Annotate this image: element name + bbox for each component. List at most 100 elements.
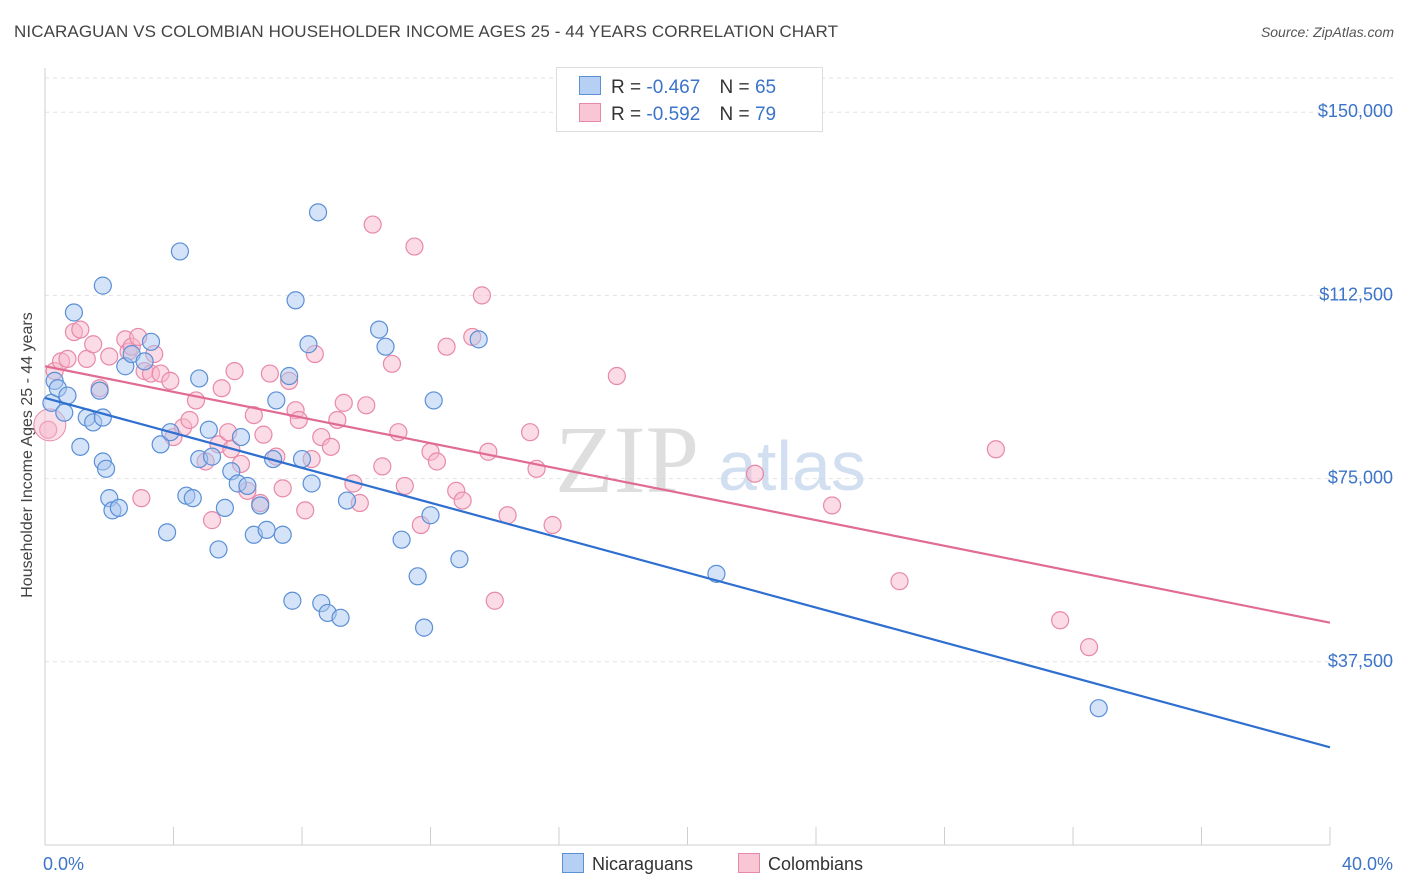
nicaraguans-point bbox=[55, 403, 74, 422]
colombians-point bbox=[890, 572, 909, 591]
nicaraguans-point bbox=[280, 366, 299, 386]
nicaraguans-legend-swatch bbox=[562, 853, 584, 873]
nicaraguans-point bbox=[96, 459, 116, 478]
colombians-point bbox=[479, 442, 498, 461]
nicaraguans-point bbox=[1089, 699, 1108, 718]
colombians-legend-label: Colombians bbox=[768, 854, 864, 874]
r-value-colombians: -0.592 bbox=[646, 104, 701, 125]
colombians-point bbox=[543, 515, 562, 535]
n-value-nicaraguans: 65 bbox=[754, 77, 777, 98]
nicaraguans-point bbox=[408, 567, 427, 586]
colombians-point bbox=[71, 320, 90, 339]
colombians-point bbox=[180, 410, 199, 430]
colombians-point bbox=[485, 591, 504, 610]
colombians-point bbox=[260, 364, 279, 383]
n-label: N = bbox=[719, 104, 750, 125]
r-value-nicaraguans: -0.467 bbox=[646, 77, 701, 98]
tick-labels: $37,500 $75,000 $112,500 $150,000 0.0% 40.0% bbox=[43, 101, 1393, 874]
nicaraguans-point bbox=[141, 332, 161, 351]
nicaraguans-point bbox=[450, 550, 469, 569]
nicaraguans-point bbox=[231, 427, 251, 447]
y-tick-label: $37,500 bbox=[1328, 651, 1393, 671]
colombians-point bbox=[607, 366, 626, 386]
x-tick-label: 0.0% bbox=[43, 854, 84, 874]
r-label: R = bbox=[611, 77, 642, 98]
nicaraguans-point bbox=[93, 276, 112, 295]
nicaraguans-point bbox=[215, 498, 234, 518]
trend-lines bbox=[44, 365, 1331, 749]
x-tick-label: 40.0% bbox=[1342, 854, 1393, 874]
n-label: N = bbox=[719, 77, 750, 98]
legend-item-colombians: Colombians bbox=[738, 853, 863, 875]
colombians-point bbox=[395, 476, 414, 496]
nicaraguans-point bbox=[707, 564, 726, 583]
nicaraguans-point bbox=[469, 330, 488, 349]
colombians-point bbox=[986, 440, 1006, 459]
legend-row-colombians: R = -0.592 N = 79 bbox=[579, 103, 776, 126]
colombians-point bbox=[334, 393, 353, 412]
colombians-point bbox=[1079, 638, 1099, 657]
nicaraguans-point bbox=[292, 449, 312, 469]
colombians-point bbox=[202, 511, 222, 530]
nicaraguans-point bbox=[370, 320, 389, 339]
colombians-point bbox=[273, 479, 292, 498]
watermark-zip: ZIP bbox=[555, 406, 699, 513]
legend-item-nicaraguans: Nicaraguans bbox=[562, 853, 693, 875]
nicaraguans-point bbox=[170, 242, 190, 261]
nicaraguans-point bbox=[251, 496, 270, 515]
nicaraguans-point bbox=[308, 203, 328, 222]
colombians-point bbox=[254, 425, 273, 444]
source-note: Source: ZipAtlas.com bbox=[1260, 24, 1394, 40]
colombians-legend-swatch bbox=[738, 853, 760, 873]
colombians-swatch bbox=[579, 103, 601, 122]
nicaraguans-point bbox=[421, 506, 440, 525]
colombians-point bbox=[225, 362, 244, 381]
colombians-point bbox=[161, 371, 180, 390]
watermark-atlas: atlas bbox=[718, 427, 866, 505]
stats-legend: R = -0.467 N = 65 R = -0.592 N = 79 bbox=[556, 67, 823, 132]
colombians-point bbox=[84, 335, 103, 354]
nicaraguans-point bbox=[414, 618, 434, 637]
colombians-point bbox=[289, 410, 308, 430]
colombians-point bbox=[357, 396, 376, 415]
nicaraguans-trend-line bbox=[44, 396, 1331, 749]
nicaraguans-legend-label: Nicaraguans bbox=[592, 854, 694, 874]
nicaraguans-point bbox=[286, 291, 305, 310]
nicaraguans-point bbox=[392, 530, 411, 549]
nicaraguans-point bbox=[331, 608, 350, 627]
nicaraguans-point bbox=[64, 303, 84, 322]
n-value-colombians: 79 bbox=[754, 104, 777, 125]
colombians-point bbox=[321, 437, 341, 456]
colombians-point bbox=[472, 286, 491, 305]
nicaraguans-point bbox=[302, 474, 321, 493]
nicaraguans-point bbox=[424, 391, 443, 410]
nicaraguans-point bbox=[238, 476, 257, 496]
axes bbox=[44, 68, 1331, 846]
nicaraguans-point bbox=[157, 523, 177, 542]
nicaraguans-point bbox=[376, 337, 395, 356]
r-label: R = bbox=[611, 104, 642, 125]
colombians-point bbox=[296, 501, 315, 520]
nicaraguans-point bbox=[190, 369, 209, 388]
nicaraguans-point bbox=[71, 437, 90, 456]
colombians-point bbox=[437, 337, 456, 356]
nicaraguans-point bbox=[109, 498, 128, 518]
nicaraguans-swatch bbox=[579, 76, 601, 95]
y-tick-label: $75,000 bbox=[1328, 468, 1393, 488]
colombians-point bbox=[39, 420, 58, 439]
colombians-point bbox=[453, 491, 472, 510]
nicaraguans-point bbox=[337, 491, 357, 510]
colombians-point bbox=[100, 347, 119, 366]
colombians-point bbox=[745, 464, 765, 483]
nicaraguans-point bbox=[257, 520, 276, 539]
colombians-trend-line bbox=[44, 365, 1331, 624]
colombians-point bbox=[1051, 611, 1070, 630]
nicaraguans-point bbox=[299, 335, 318, 354]
nicaraguans-point bbox=[202, 447, 222, 466]
nicaraguans-point bbox=[199, 420, 218, 439]
nicaraguans-point bbox=[135, 352, 154, 371]
y-tick-label: $112,500 bbox=[1319, 284, 1393, 304]
nicaraguans-point bbox=[209, 540, 228, 559]
colombians-point bbox=[382, 354, 402, 373]
